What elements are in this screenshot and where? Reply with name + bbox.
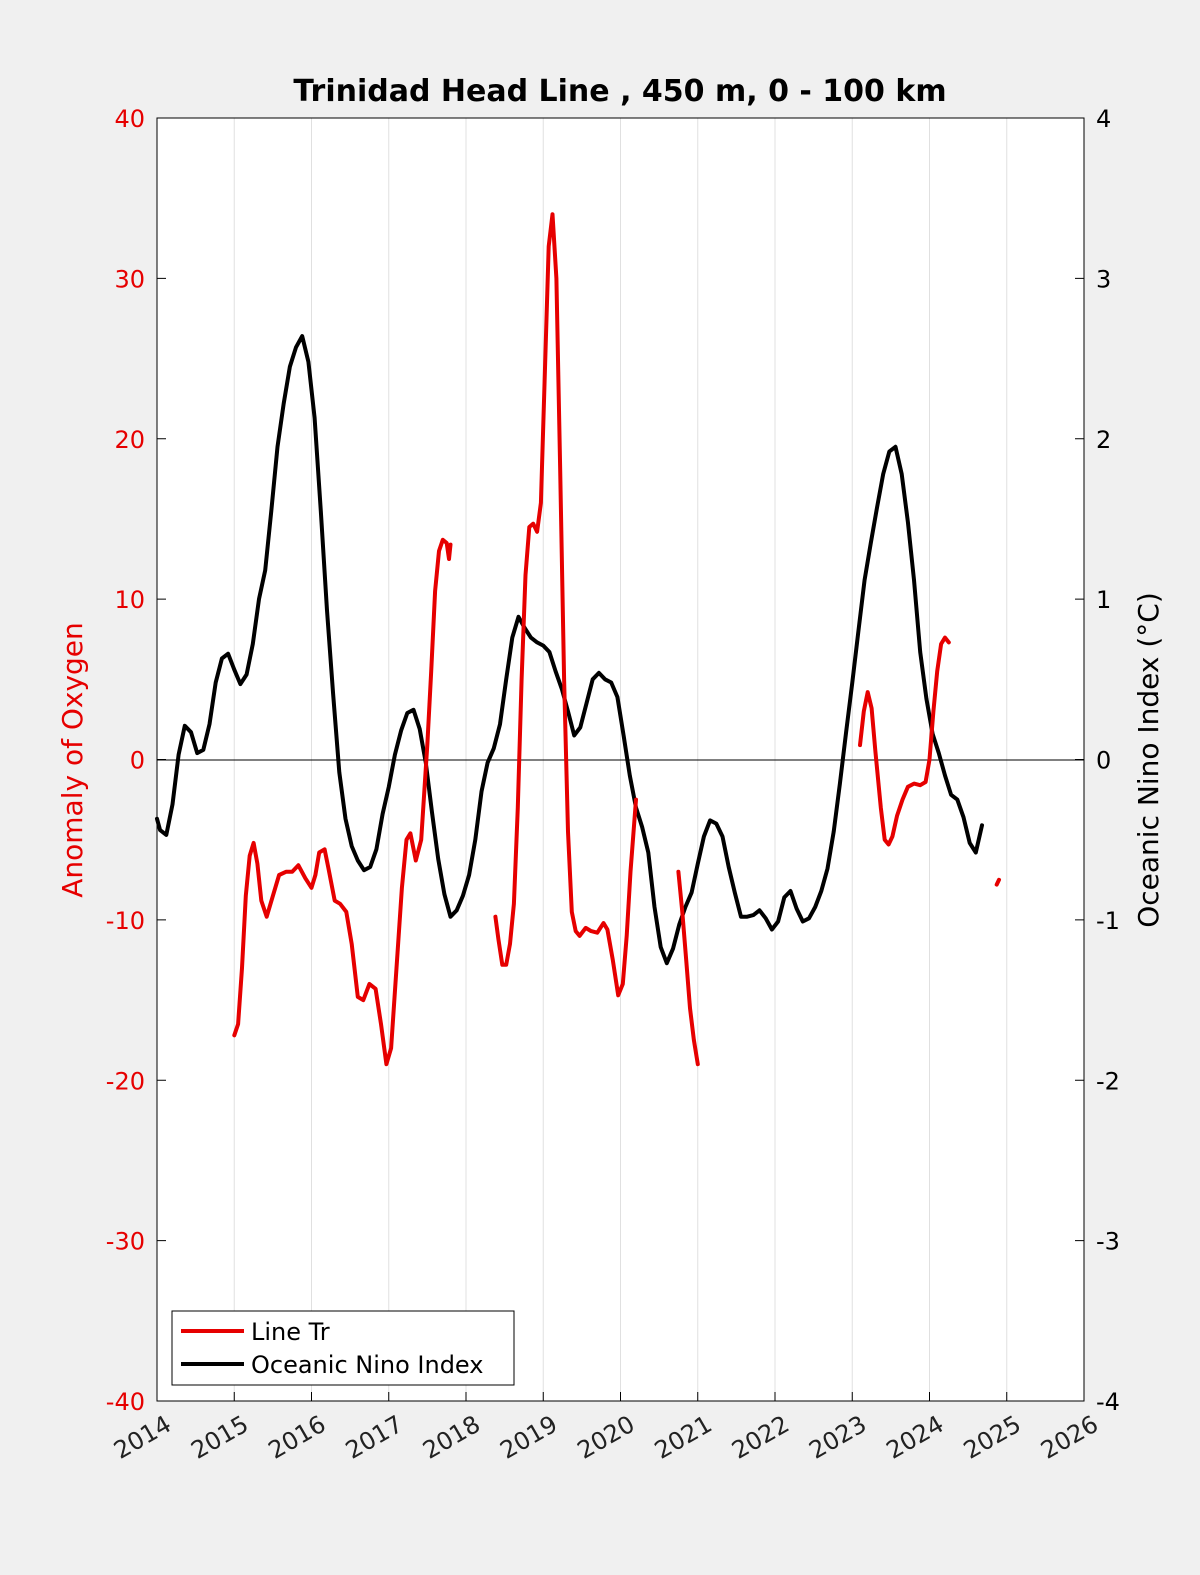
x-tick-label: 2025	[959, 1410, 1026, 1465]
x-tick-label: 2024	[882, 1410, 949, 1465]
x-tick-label: 2021	[650, 1410, 717, 1465]
chart-title: Trinidad Head Line , 450 m, 0 - 100 km	[293, 74, 946, 109]
y-left-tick-label: 20	[114, 426, 145, 454]
y-axis-left-label: Anomaly of Oxygen	[56, 622, 89, 898]
y-right-tick-label: 1	[1096, 586, 1111, 614]
legend-label-oni: Oceanic Nino Index	[251, 1351, 483, 1379]
x-tick-label: 2018	[418, 1410, 485, 1465]
y-left-tick-label: 10	[114, 586, 145, 614]
series-layer	[155, 212, 1001, 1067]
y-right-tick-label: -2	[1096, 1067, 1120, 1095]
y-right-tick-label: 4	[1096, 105, 1111, 133]
y-right-tick-label: -3	[1096, 1228, 1120, 1256]
x-tick-label: 2014	[109, 1410, 176, 1465]
tick-marks	[156, 117, 1085, 1402]
y-left-tick-label: 40	[114, 105, 145, 133]
legend-label-line-tr: Line Tr	[251, 1318, 330, 1346]
series-line-tr	[232, 537, 453, 1067]
x-tick-label: 2022	[727, 1410, 794, 1465]
legend: Line Tr Oceanic Nino Index	[171, 1310, 515, 1386]
series-oceanic-nino-index	[155, 334, 984, 966]
y-left-tick-label: -40	[106, 1388, 145, 1416]
y-right-tick-label: 0	[1096, 747, 1111, 775]
x-tick-label: 2023	[804, 1410, 871, 1465]
y-left-tick-label: -10	[106, 907, 145, 935]
y-right-tick-label: 3	[1096, 265, 1111, 293]
y-right-tick-label: 2	[1096, 426, 1111, 454]
y-right-tick-label: -1	[1096, 907, 1120, 935]
y-right-tick-label: -4	[1096, 1388, 1120, 1416]
x-tick-label: 2026	[1036, 1410, 1103, 1465]
legend-box	[171, 1310, 515, 1386]
x-tick-label: 2015	[186, 1410, 253, 1465]
x-tick-label: 2017	[341, 1410, 408, 1465]
y-left-tick-label: -30	[106, 1228, 145, 1256]
y-left-tick-label: 0	[130, 747, 145, 775]
y-left-tick-label: -20	[106, 1067, 145, 1095]
series-line-tr	[493, 212, 638, 998]
y-left-tick-label: 30	[114, 265, 145, 293]
x-tick-label: 2020	[573, 1410, 640, 1465]
series-line-tr	[858, 635, 951, 847]
x-tick-label: 2019	[495, 1410, 562, 1465]
x-tick-label: 2016	[264, 1410, 331, 1465]
series-line-tr	[994, 877, 1001, 887]
y-axis-right-label: Oceanic Nino Index (°C)	[1132, 592, 1165, 928]
series-line-tr	[676, 869, 700, 1067]
